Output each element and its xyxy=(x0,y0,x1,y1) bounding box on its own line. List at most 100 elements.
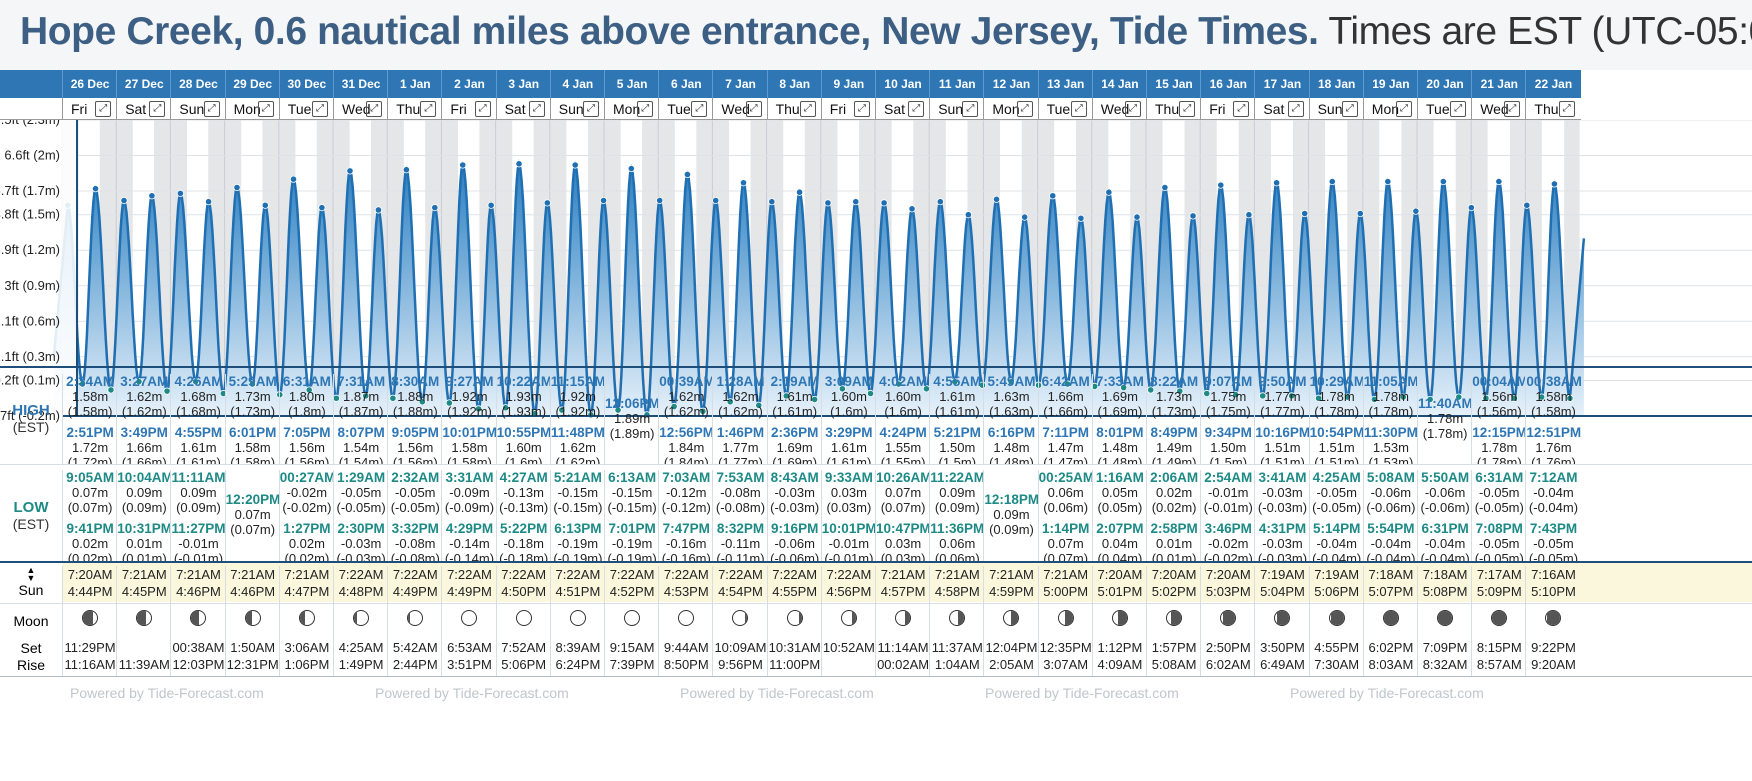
high-tide-cell: 4:55AM 1.61m (1.61m) 5:21PM 1.50m (1.5m) xyxy=(929,374,984,464)
moonset-time: 10:09AM xyxy=(714,640,767,655)
tide-time: 4:27AM xyxy=(499,470,548,485)
low-tide-point xyxy=(135,378,143,386)
expand-icon[interactable]: ⤢ xyxy=(799,101,816,117)
low-tide-point xyxy=(1007,378,1015,386)
tide-height-paren: (1.48m) xyxy=(1097,455,1143,464)
low-tide-point xyxy=(1370,395,1378,404)
tide-height: -0.04m xyxy=(1424,536,1466,551)
tide-height-paren: (0.09m) xyxy=(989,522,1034,537)
sun-cell: 7:22AM 4:53PM xyxy=(658,566,713,603)
moonrise-time: 8:03AM xyxy=(1368,657,1414,672)
expand-icon[interactable]: ⤢ xyxy=(691,101,708,117)
expand-icon[interactable]: ⤢ xyxy=(311,101,328,117)
expand-icon[interactable]: ⤢ xyxy=(149,101,166,117)
day-name: Fri xyxy=(829,101,847,117)
tide-height: -0.06m xyxy=(1424,485,1466,500)
tide-entry: 6:42AM 1.66m (1.66m) xyxy=(1039,374,1093,419)
day-cell-27: Thu ⤢ xyxy=(1525,98,1581,120)
moon-cell: 11:39AM xyxy=(116,604,171,676)
tide-time: 11:22AM xyxy=(930,470,985,485)
day-cell-26: Wed ⤢ xyxy=(1471,98,1527,120)
tide-entry: 4:02AM 1.60m (1.6m) xyxy=(876,374,930,419)
high-tide-cell: 10:29AM 1.78m (1.78m) 10:54PM 1.51m (1.51m) xyxy=(1308,374,1364,464)
moon-cell: 1:50AM 12:31PM xyxy=(224,604,280,676)
expand-icon[interactable]: ⤢ xyxy=(203,101,220,117)
tide-entry: 10:01PM 1.58m (1.58m) xyxy=(442,425,496,464)
tide-entry: 8:07PM 1.54m (1.54m) xyxy=(334,425,388,464)
expand-icon[interactable]: ⤢ xyxy=(1124,101,1141,117)
expand-icon[interactable]: ⤢ xyxy=(1179,101,1196,117)
tide-height: 0.04m xyxy=(1101,536,1138,551)
expand-icon[interactable]: ⤢ xyxy=(962,101,979,117)
high-tide-point xyxy=(992,195,1001,203)
tide-height: 1.58m xyxy=(1535,389,1572,404)
expand-icon[interactable]: ⤢ xyxy=(1558,101,1575,117)
tide-height-paren: (1.61m) xyxy=(934,404,980,419)
expand-icon[interactable]: ⤢ xyxy=(1233,101,1250,117)
high-tide-point xyxy=(1523,201,1531,209)
moonrise-time: 11:00PM xyxy=(769,657,821,672)
moon-phase-wrap xyxy=(1418,610,1472,630)
expand-icon[interactable]: ⤢ xyxy=(637,101,654,117)
expand-icon[interactable]: ⤢ xyxy=(1395,101,1412,117)
tide-height-paren: (1.5m) xyxy=(938,455,977,464)
tide-entry: 9:05PM 1.56m (1.56m) xyxy=(388,425,442,464)
expand-icon[interactable]: ⤢ xyxy=(745,101,762,117)
expand-icon[interactable]: ⤢ xyxy=(908,101,925,117)
tide-time: 6:42AM xyxy=(1041,374,1090,389)
expand-icon[interactable]: ⤢ xyxy=(853,101,870,117)
high-tide-cell: 00:39AM 1.62m (1.62m) 12:56PM 1.84m (1.84m) xyxy=(658,374,713,464)
expand-icon[interactable]: ⤢ xyxy=(1016,101,1033,117)
moon-cell: 11:14AM 00:02AM xyxy=(875,604,930,676)
y-tick-label: 3.9ft (1.2m) xyxy=(0,242,60,257)
sun-toggle-icon[interactable]: ▲ ▼ xyxy=(26,565,36,583)
tide-height-paren: (-0.08m) xyxy=(390,551,440,561)
moon-phase-icon xyxy=(298,610,315,626)
sun-cell: 7:21AM 4:47PM xyxy=(278,566,334,603)
day-cell-14: Fri ⤢ xyxy=(820,98,876,120)
tide-height: -0.15m xyxy=(557,485,599,500)
tide-entry: 12:51PM 1.76m (1.76m) xyxy=(1526,425,1580,464)
tide-height: -0.12m xyxy=(666,485,707,500)
high-tide-cell: 7:33AM 1.69m (1.69m) 8:01PM 1.48m (1.48m) xyxy=(1091,374,1147,464)
day-name: Mon xyxy=(233,101,261,117)
tide-height: 1.55m xyxy=(885,440,922,455)
high-tide-point xyxy=(261,201,269,209)
expand-icon[interactable]: ⤢ xyxy=(1450,101,1467,117)
tide-height: 0.07m xyxy=(885,485,922,500)
expand-icon[interactable]: ⤢ xyxy=(1504,101,1521,117)
sunrise-time: 7:22AM xyxy=(501,567,547,582)
expand-icon[interactable]: ⤢ xyxy=(366,101,383,117)
sun-cell: 7:21AM 4:46PM xyxy=(224,566,280,603)
low-tide-point xyxy=(1091,382,1099,390)
tide-height-paren: (1.84m) xyxy=(663,455,709,464)
expand-icon[interactable]: ⤢ xyxy=(257,101,274,117)
expand-icon[interactable]: ⤢ xyxy=(420,101,437,117)
expand-icon[interactable]: ⤢ xyxy=(1070,101,1087,117)
tide-entry: 5:08AM -0.06m (-0.06m) xyxy=(1364,470,1418,515)
sun-row xyxy=(62,563,1752,602)
expand-icon[interactable]: ⤢ xyxy=(95,101,112,117)
tide-height: 1.47m xyxy=(1047,440,1084,455)
expand-icon[interactable]: ⤢ xyxy=(474,101,491,117)
expand-icon[interactable]: ⤢ xyxy=(1341,101,1358,117)
tide-time: 5:08AM xyxy=(1366,470,1415,485)
tide-height-paren: (1.51m) xyxy=(1260,455,1305,464)
moon-phase-wrap xyxy=(334,610,388,630)
low-tide-cell: 9:05AM 0.07m (0.07m) 9:41PM 0.02m (0.02m) xyxy=(62,470,117,561)
expand-icon[interactable]: ⤢ xyxy=(1287,101,1304,117)
tide-height-paren: (-0.19m) xyxy=(553,551,603,561)
high-tide-point xyxy=(599,196,608,205)
tide-entry: 11:22AM 0.09m (0.09m) xyxy=(930,470,984,515)
day-name: Sat xyxy=(884,101,906,117)
tide-height: -0.05m xyxy=(1533,536,1574,551)
expand-icon[interactable]: ⤢ xyxy=(528,101,545,117)
low-tide-point xyxy=(389,394,397,402)
expand-icon[interactable]: ⤢ xyxy=(582,101,599,117)
moonrise-time: 6:24PM xyxy=(555,657,601,672)
moonset-time: 10:52AM xyxy=(822,640,875,655)
tide-height-paren: (1.49m) xyxy=(1151,455,1197,464)
tide-height-paren: (0.02m) xyxy=(284,551,330,561)
sunrise-time: 7:20AM xyxy=(1097,567,1143,582)
moonrise-time: 8:32AM xyxy=(1422,657,1468,672)
